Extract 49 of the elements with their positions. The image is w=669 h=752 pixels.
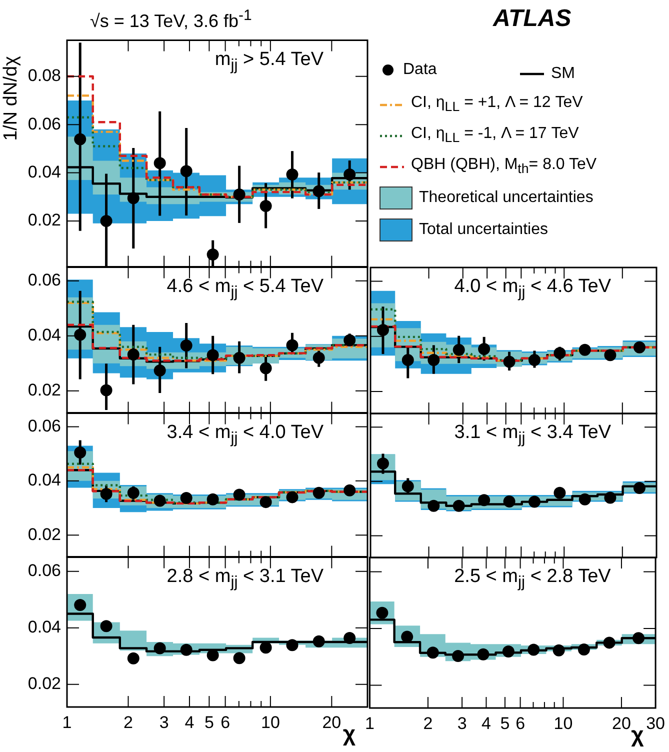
legend-label: Data [403, 60, 437, 78]
x-tick-label: 3 [458, 713, 468, 732]
legend-label: CI, η$_{LL}$ = +1, Λ = 12 TeV [411, 94, 583, 115]
annotation: 2.5 < m$_{jj}$ < 2.8 TeV [454, 566, 611, 592]
x-tick-label: 2 [424, 713, 433, 732]
annotation: 3.1 < m$_{jj}$ < 3.4 TeV [454, 422, 611, 448]
text: ATLAS [493, 5, 572, 32]
y-tick-label: 0.02 [28, 674, 61, 693]
y-tick-label: 0.02 [28, 524, 61, 544]
x-tick-label: 10 [260, 712, 280, 732]
x-tick-label: 1 [365, 713, 375, 732]
y-tick-label: 0.02 [28, 380, 61, 400]
x-axis-title: χ [342, 720, 356, 746]
x-tick-label: 6 [220, 712, 230, 732]
legend-label: Theoretical uncertainties [419, 188, 594, 206]
x-tick-label: 5 [500, 713, 510, 732]
annotation: 4.0 < m$_{jj}$ < 4.6 TeV [454, 276, 611, 302]
legend-label: QBH (QBH), M$_{th}$= 8.0 TeV [411, 156, 597, 177]
y-tick-label: 0.08 [28, 66, 61, 85]
x-tick-label: 6 [516, 713, 526, 732]
y-tick-label: 0.04 [28, 617, 61, 636]
y-tick-label: 0.06 [28, 416, 61, 436]
x-tick-label: 20 [322, 712, 342, 732]
x-tick-label: 30 [646, 713, 666, 732]
annotation: m$_{jj}$ > 5.4 TeV [214, 48, 324, 74]
y-tick-label: 0.02 [28, 210, 61, 230]
y-tick-label: 0.04 [28, 162, 61, 182]
x-tick-label: 20 [612, 713, 632, 732]
x-tick-label: 4 [184, 712, 194, 732]
chart-title: √s = 13 TeV, 3.6 fb$^{-1}$ [90, 7, 252, 32]
annotation: 4.6 < m$_{jj}$ < 5.4 TeV [166, 276, 324, 302]
x-tick-label: 3 [159, 712, 169, 732]
y-tick-label: 0.06 [28, 270, 61, 290]
y-tick-label: 0.06 [28, 560, 61, 580]
x-axis-title: χ [631, 722, 644, 746]
legend-label: CI, η$_{LL}$ = -1, Λ = 17 TeV [411, 125, 579, 146]
legend-label: SM [551, 64, 575, 82]
y-tick-label: 0.04 [28, 325, 61, 344]
annotation: 2.8 < m$_{jj}$ < 3.1 TeV [166, 566, 324, 592]
x-tick-label: 5 [204, 712, 214, 732]
y-tick-label: 0.06 [28, 114, 61, 134]
y-axis-title: 1/N dN/dχ [0, 54, 22, 143]
x-tick-label: 10 [554, 713, 573, 732]
annotation: 3.4 < m$_{jj}$ < 4.0 TeV [166, 422, 324, 448]
y-tick-label: 0.04 [28, 470, 61, 490]
x-tick-label: 2 [124, 712, 133, 732]
x-tick-label: 1 [62, 712, 72, 732]
legend-label: Total uncertainties [419, 220, 548, 238]
x-tick-label: 4 [482, 713, 492, 732]
